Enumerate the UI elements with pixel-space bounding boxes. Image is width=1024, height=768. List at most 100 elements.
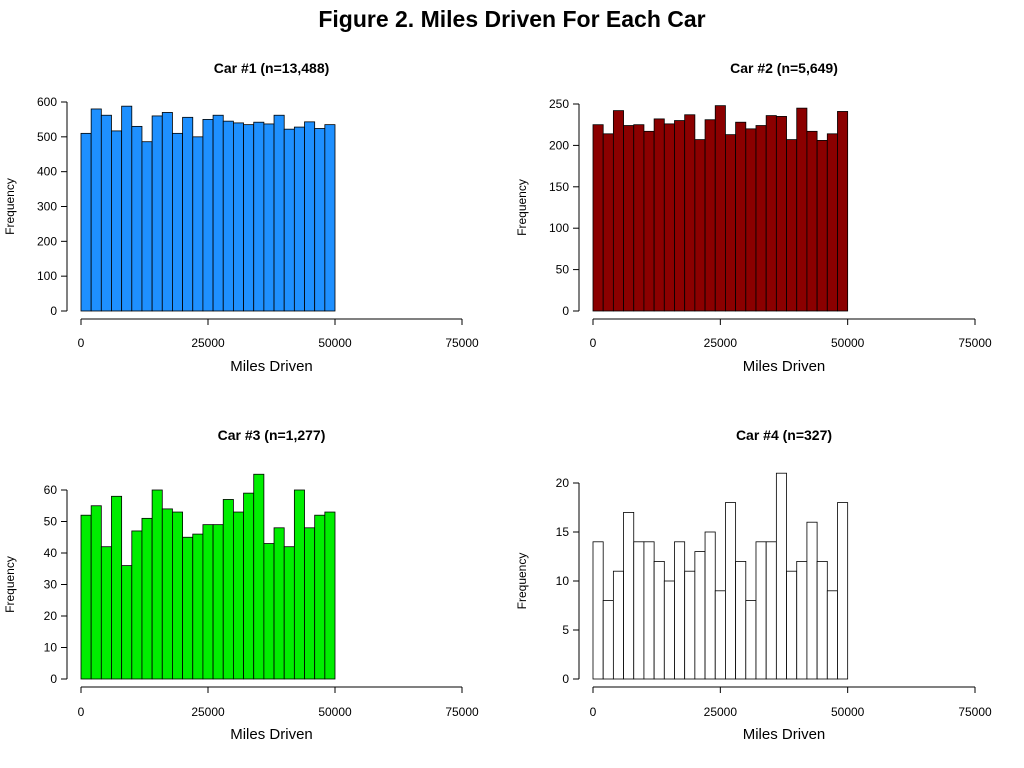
car-1-bar (293, 126, 305, 312)
car-4-bar (755, 541, 767, 680)
car-4-y-tick-label: 20 (556, 476, 570, 490)
car-4-y-tick-label: 10 (556, 574, 570, 588)
car-3-bar (80, 514, 92, 680)
car-2-histogram: Car #2 (n=5,649) 0 25000 50000 75000 0 50 100 15… (515, 60, 992, 375)
car-1-bar (151, 115, 163, 312)
car-1-x-tick-label: 50000 (318, 336, 352, 350)
car-1-bar (202, 119, 214, 312)
car-3-bar (212, 524, 224, 680)
car-4-bar (653, 561, 665, 680)
car-3-bar (141, 517, 153, 680)
car-1-bar (253, 121, 265, 312)
car-2-x-tick-label: 50000 (831, 336, 865, 350)
car-1-bar (192, 136, 204, 312)
car-2-bar (796, 107, 808, 312)
car-1-x-label: Miles Driven (230, 358, 313, 375)
car-4-bar (704, 531, 716, 680)
car-3-y-tick-label: 20 (44, 609, 58, 623)
car-2-bar (663, 123, 675, 312)
car-3-bar (314, 514, 326, 680)
car-4-x-label: Miles Driven (743, 726, 826, 743)
car-1-bar (80, 132, 92, 312)
car-4-x-tick-label: 25000 (704, 705, 738, 719)
car-4-bar (643, 541, 655, 680)
car-4-bar (612, 570, 624, 680)
car-3-bar (232, 511, 244, 680)
car-1-bar (314, 128, 326, 312)
car-2-bar (674, 120, 686, 312)
car-4-bar (674, 541, 686, 680)
car-4-bar (806, 521, 818, 680)
car-4-x-tick-label: 50000 (831, 705, 865, 719)
car-3-x-tick-label: 50000 (318, 705, 352, 719)
car-2-y-tick-label: 50 (556, 263, 570, 277)
car-3-bar (304, 527, 316, 680)
car-2-bar (725, 134, 737, 312)
car-1-title: Car #1 (n=13,488) (214, 60, 330, 76)
car-4-bar (826, 590, 838, 680)
car-2-x-label: Miles Driven (743, 358, 826, 375)
car-1-y-tick-label: 400 (37, 165, 57, 179)
car-1-bar (232, 122, 244, 312)
car-3-bar (131, 530, 143, 680)
car-2-bar (704, 119, 716, 312)
car-3-bar (121, 565, 133, 680)
car-1-y-tick-label: 0 (50, 304, 57, 318)
car-4-bar (714, 590, 726, 680)
car-2-bar (602, 133, 614, 312)
car-4-bar (602, 600, 614, 680)
car-2-y-tick-label: 200 (549, 138, 569, 152)
car-4-bar (765, 541, 777, 680)
car-4-x-tick-label: 75000 (958, 705, 992, 719)
car-1-bar (324, 124, 336, 312)
car-2-bar (612, 110, 624, 312)
car-2-bar (745, 128, 757, 312)
car-3-y-tick-label: 60 (44, 483, 58, 497)
car-3-title: Car #3 (n=1,277) (218, 427, 326, 443)
car-2-bar (623, 125, 635, 312)
car-4-bar (623, 512, 635, 680)
car-3-bar (111, 495, 123, 680)
car-2-bar (735, 121, 747, 312)
car-4-bar (684, 570, 696, 680)
car-3-x-tick-label: 0 (78, 705, 85, 719)
car-1-bar (304, 121, 316, 312)
car-2-x-tick-label: 25000 (704, 336, 738, 350)
car-2-bar (643, 130, 655, 312)
car-2-x-tick-label: 75000 (958, 336, 992, 350)
car-4-x-tick-label: 0 (590, 705, 597, 719)
car-3-bar (151, 489, 163, 680)
car-2-bar (684, 114, 696, 312)
car-2-bar (765, 115, 777, 312)
car-3-y-label: Frequency (3, 556, 17, 613)
car-2-bar (816, 140, 828, 312)
car-4-bar (735, 561, 747, 680)
car-3-bar (273, 527, 285, 680)
car-4-bar (775, 472, 787, 680)
car-4-y-tick-label: 5 (562, 623, 569, 637)
car-2-y-tick-label: 0 (562, 304, 569, 318)
car-3-x-tick-label: 25000 (191, 705, 225, 719)
car-3-bar (90, 505, 102, 680)
car-2-y-label: Frequency (515, 179, 529, 236)
car-2-bar (714, 105, 726, 312)
car-2-bar (837, 111, 849, 312)
car-3-bar (263, 543, 275, 680)
car-2-bar (755, 125, 767, 312)
car-1-y-tick-label: 200 (37, 234, 57, 248)
car-4-y-label: Frequency (515, 553, 529, 610)
car-3-bar (293, 489, 305, 680)
car-3-y-tick-label: 50 (44, 515, 58, 529)
car-3-y-tick-label: 10 (44, 641, 58, 655)
car-4-bar (725, 502, 737, 680)
car-3-x-label: Miles Driven (230, 726, 313, 743)
car-4-bar (816, 561, 828, 680)
car-2-y-tick-label: 150 (549, 180, 569, 194)
car-3-bar (283, 546, 295, 680)
car-1-bar (141, 141, 153, 312)
car-1-bar (263, 123, 275, 312)
car-4-bar (837, 502, 849, 680)
car-1-y-tick-label: 100 (37, 269, 57, 283)
car-4-bar (694, 551, 706, 680)
